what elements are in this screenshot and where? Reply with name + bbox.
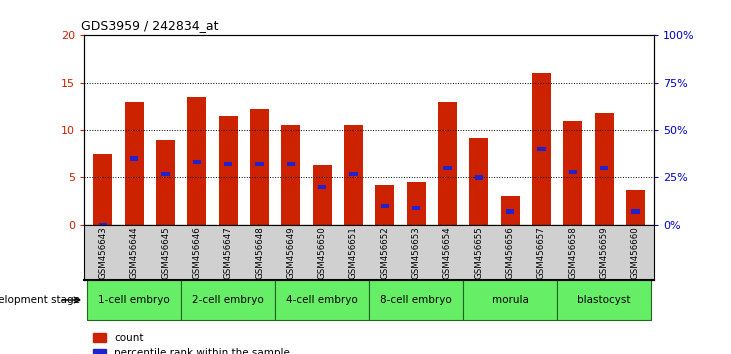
Bar (99, 223, 107, 227)
Bar (569, 170, 577, 174)
Text: GSM456643: GSM456643 (99, 226, 107, 279)
Text: GSM456654: GSM456654 (443, 226, 452, 279)
Bar (193, 160, 201, 164)
Text: GSM456657: GSM456657 (537, 226, 546, 279)
Bar (224, 162, 232, 166)
Bar (187, 97, 206, 225)
Bar (181, 280, 275, 320)
Bar (156, 139, 175, 225)
Text: GSM456658: GSM456658 (568, 226, 577, 279)
Bar (600, 166, 608, 170)
Bar (287, 162, 295, 166)
Text: 8-cell embryo: 8-cell embryo (380, 295, 452, 305)
Bar (313, 165, 332, 225)
Text: GSM456656: GSM456656 (506, 226, 515, 279)
Bar (501, 196, 520, 225)
Bar (506, 210, 515, 214)
Bar (344, 125, 363, 225)
Bar (532, 73, 551, 225)
Text: GSM456653: GSM456653 (412, 226, 420, 279)
Bar (443, 166, 452, 170)
Text: GSM456644: GSM456644 (129, 226, 139, 279)
Bar (219, 116, 238, 225)
Text: GSM456659: GSM456659 (599, 226, 609, 279)
Bar (275, 280, 369, 320)
Bar (94, 154, 113, 225)
Text: GDS3959 / 242834_at: GDS3959 / 242834_at (81, 19, 219, 32)
Bar (557, 280, 651, 320)
Text: GSM456646: GSM456646 (192, 226, 201, 279)
Text: GSM456648: GSM456648 (255, 226, 264, 279)
Bar (631, 210, 640, 214)
Bar (595, 113, 613, 225)
Bar (255, 162, 264, 166)
Text: 2-cell embryo: 2-cell embryo (192, 295, 264, 305)
Text: GSM456649: GSM456649 (287, 226, 295, 279)
Bar (564, 121, 582, 225)
Bar (469, 138, 488, 225)
Bar (130, 156, 138, 161)
Bar (474, 175, 483, 179)
Legend: count, percentile rank within the sample: count, percentile rank within the sample (89, 329, 295, 354)
Bar (250, 109, 269, 225)
Bar (381, 204, 389, 208)
Bar (281, 125, 300, 225)
Text: GSM456660: GSM456660 (631, 226, 640, 279)
Text: 1-cell embryo: 1-cell embryo (98, 295, 170, 305)
Bar (349, 172, 357, 176)
Text: morula: morula (492, 295, 529, 305)
Bar (125, 102, 143, 225)
Text: GSM456655: GSM456655 (474, 226, 483, 279)
Bar (463, 280, 557, 320)
Bar (412, 206, 420, 210)
Text: GSM456652: GSM456652 (380, 226, 390, 279)
Bar (369, 280, 463, 320)
Bar (406, 182, 425, 225)
Bar (438, 102, 457, 225)
Text: GSM456650: GSM456650 (318, 226, 327, 279)
Text: GSM456647: GSM456647 (224, 226, 232, 279)
Text: development stage: development stage (0, 295, 80, 305)
Bar (318, 185, 326, 189)
Bar (626, 190, 645, 225)
Bar (376, 185, 394, 225)
Bar (537, 147, 545, 151)
Text: blastocyst: blastocyst (577, 295, 631, 305)
Text: GSM456645: GSM456645 (161, 226, 170, 279)
Bar (162, 172, 170, 176)
Text: GSM456651: GSM456651 (349, 226, 358, 279)
Text: 4-cell embryo: 4-cell embryo (287, 295, 358, 305)
Bar (87, 280, 181, 320)
